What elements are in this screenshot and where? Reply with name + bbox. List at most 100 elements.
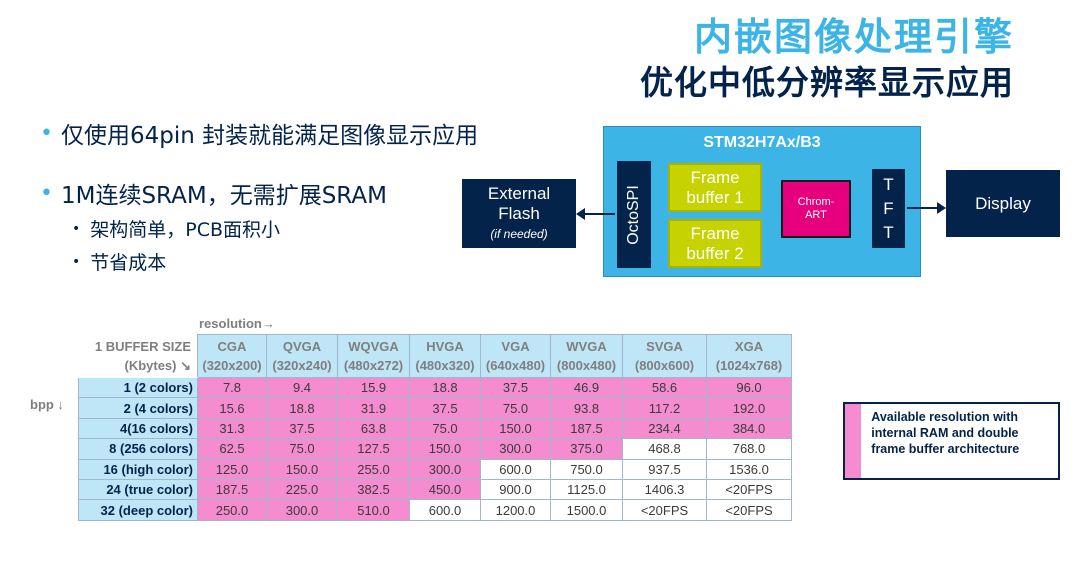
table-row: 4(16 colors) 31.3 37.5 63.8 75.0 150.0 187.5 23… bbox=[78, 417, 792, 440]
bullet-item: • 1M连续SRAM，无需扩展SRAM bbox=[40, 176, 387, 210]
octospi-block: OctoSPI bbox=[617, 161, 651, 268]
external-flash-block: External Flash (if needed) bbox=[462, 179, 576, 248]
table-row: 16 (high color) 125.0 150.0 255.0 300.0 600.0… bbox=[78, 458, 792, 480]
tft-block: T F T bbox=[872, 169, 905, 248]
table-cell: 300.0 bbox=[480, 438, 551, 460]
table-cell: 15.9 bbox=[337, 376, 410, 399]
table-cell: 63.8 bbox=[337, 417, 410, 440]
row-header: 4(16 colors) bbox=[78, 417, 198, 440]
octospi-label: OctoSPI bbox=[625, 184, 643, 245]
table-cell: 117.2 bbox=[622, 397, 707, 419]
mcu-title: STM32H7Ax/B3 bbox=[703, 134, 821, 151]
sub-bullet-item: • 节省成本 bbox=[72, 248, 166, 275]
table-cell: 58.6 bbox=[622, 376, 707, 399]
sub-bullet-text: 架构简单，PCB面积小 bbox=[90, 219, 281, 241]
table-cell: 187.5 bbox=[550, 417, 623, 440]
row-header: 16 (high color) bbox=[78, 458, 198, 480]
table-cell: 375.0 bbox=[550, 438, 623, 460]
chrom-art-block: Chrom- ART bbox=[781, 180, 851, 238]
table-cell: 450.0 bbox=[409, 478, 481, 501]
row-header: 24 (true color) bbox=[78, 478, 198, 501]
column-header: WQVGA (480x272) bbox=[337, 334, 410, 378]
bullet-item: • 仅使用64pin 封装就能满足图像显示应用 bbox=[40, 116, 478, 150]
frame-buffer-1-block: Frame buffer 1 bbox=[668, 163, 762, 212]
table-cell: 18.8 bbox=[266, 397, 338, 419]
table-cell: 150.0 bbox=[409, 438, 481, 460]
table-cell: 255.0 bbox=[337, 458, 410, 480]
table-row: 2 (4 colors) 15.6 18.8 31.9 37.5 75.0 93.8 117.… bbox=[78, 397, 792, 419]
table-cell: 234.4 bbox=[622, 417, 707, 440]
column-header: QVGA (320x240) bbox=[266, 334, 338, 378]
table-cell: 1406.3 bbox=[622, 478, 707, 501]
table-cell: 75.0 bbox=[409, 417, 481, 440]
table-cell: 1536.0 bbox=[706, 458, 792, 480]
table-row: 8 (256 colors) 62.5 75.0 127.5 150.0 300.0 375… bbox=[78, 438, 792, 460]
row-header: 1 (2 colors) bbox=[78, 376, 198, 399]
table-cell: 510.0 bbox=[337, 499, 410, 521]
row-header: 8 (256 colors) bbox=[78, 438, 198, 460]
table-cell: 300.0 bbox=[409, 458, 481, 480]
table-cell: 62.5 bbox=[197, 438, 267, 460]
table-cell: 192.0 bbox=[706, 397, 792, 419]
column-header: SVGA (800x600) bbox=[622, 334, 707, 378]
corner-header: 1 BUFFER SIZE (Kbytes) ↘ bbox=[78, 334, 198, 378]
column-header: WVGA (800x480) bbox=[550, 334, 623, 378]
table-cell: 37.5 bbox=[266, 417, 338, 440]
external-flash-label: External Flash bbox=[487, 183, 551, 223]
table-cell: 384.0 bbox=[706, 417, 792, 440]
table-cell: 600.0 bbox=[409, 499, 481, 521]
legend-swatch bbox=[845, 404, 862, 478]
table-cell: 1200.0 bbox=[480, 499, 551, 521]
table-cell: 250.0 bbox=[197, 499, 267, 521]
table-cell: 75.0 bbox=[480, 397, 551, 419]
table-cell: 900.0 bbox=[480, 478, 551, 501]
table-cell: <20FPS bbox=[706, 499, 792, 521]
page-subtitle: 优化中低分辨率显示应用 bbox=[640, 63, 1014, 102]
display-arrow bbox=[907, 202, 946, 214]
legend-text: Available resolution with internal RAM a… bbox=[871, 410, 1020, 456]
table-cell: 75.0 bbox=[266, 438, 338, 460]
frame-buffer-2-block: Frame buffer 2 bbox=[668, 219, 762, 268]
sub-bullet-dot: • bbox=[72, 220, 81, 237]
table-cell: 9.4 bbox=[266, 376, 338, 399]
row-header: 32 (deep color) bbox=[78, 499, 198, 521]
table-cell: 96.0 bbox=[706, 376, 792, 399]
table-cell: 93.8 bbox=[550, 397, 623, 419]
external-flash-note: (if needed) bbox=[490, 226, 548, 241]
display-block: Display bbox=[946, 170, 1060, 237]
sub-bullet-item: • 架构简单，PCB面积小 bbox=[72, 215, 280, 242]
table-cell: 37.5 bbox=[480, 376, 551, 399]
bpp-label: bpp ↓ bbox=[30, 397, 64, 412]
table-cell: 31.3 bbox=[197, 417, 267, 440]
column-header: VGA (640x480) bbox=[480, 334, 551, 378]
table-cell: 750.0 bbox=[550, 458, 623, 480]
table-cell: <20FPS bbox=[622, 499, 707, 521]
table-cell: 937.5 bbox=[622, 458, 707, 480]
table-cell: 46.9 bbox=[550, 376, 623, 399]
bullet-dot: • bbox=[40, 120, 53, 146]
table-cell: 7.8 bbox=[197, 376, 267, 399]
column-header: XGA (1024x768) bbox=[706, 334, 792, 378]
flash-arrow bbox=[576, 208, 615, 220]
table-header-row: 1 BUFFER SIZE (Kbytes) ↘ CGA (320x200) QV… bbox=[78, 334, 792, 378]
buffer-size-table: 1 BUFFER SIZE (Kbytes) ↘ CGA (320x200) QV… bbox=[78, 334, 792, 521]
table-cell: 225.0 bbox=[266, 478, 338, 501]
table-cell: 15.6 bbox=[197, 397, 267, 419]
table-cell: 187.5 bbox=[197, 478, 267, 501]
table-cell: 127.5 bbox=[337, 438, 410, 460]
table-cell: 382.5 bbox=[337, 478, 410, 501]
table-cell: 768.0 bbox=[706, 438, 792, 460]
bullet-text: 1M连续SRAM，无需扩展SRAM bbox=[60, 183, 387, 209]
table-cell: 150.0 bbox=[266, 458, 338, 480]
table-cell: 150.0 bbox=[480, 417, 551, 440]
table-cell: 300.0 bbox=[266, 499, 338, 521]
bullet-dot: • bbox=[40, 180, 53, 206]
sub-bullet-dot: • bbox=[72, 253, 81, 270]
table-cell: 37.5 bbox=[409, 397, 481, 419]
bullet-text: 仅使用64pin 封装就能满足图像显示应用 bbox=[60, 123, 479, 149]
table-cell: 125.0 bbox=[197, 458, 267, 480]
table-cell: 600.0 bbox=[480, 458, 551, 480]
legend: Available resolution with internal RAM a… bbox=[843, 402, 1060, 480]
table-cell: <20FPS bbox=[706, 478, 792, 501]
page-title: 内嵌图像处理引擎 bbox=[693, 15, 1014, 59]
